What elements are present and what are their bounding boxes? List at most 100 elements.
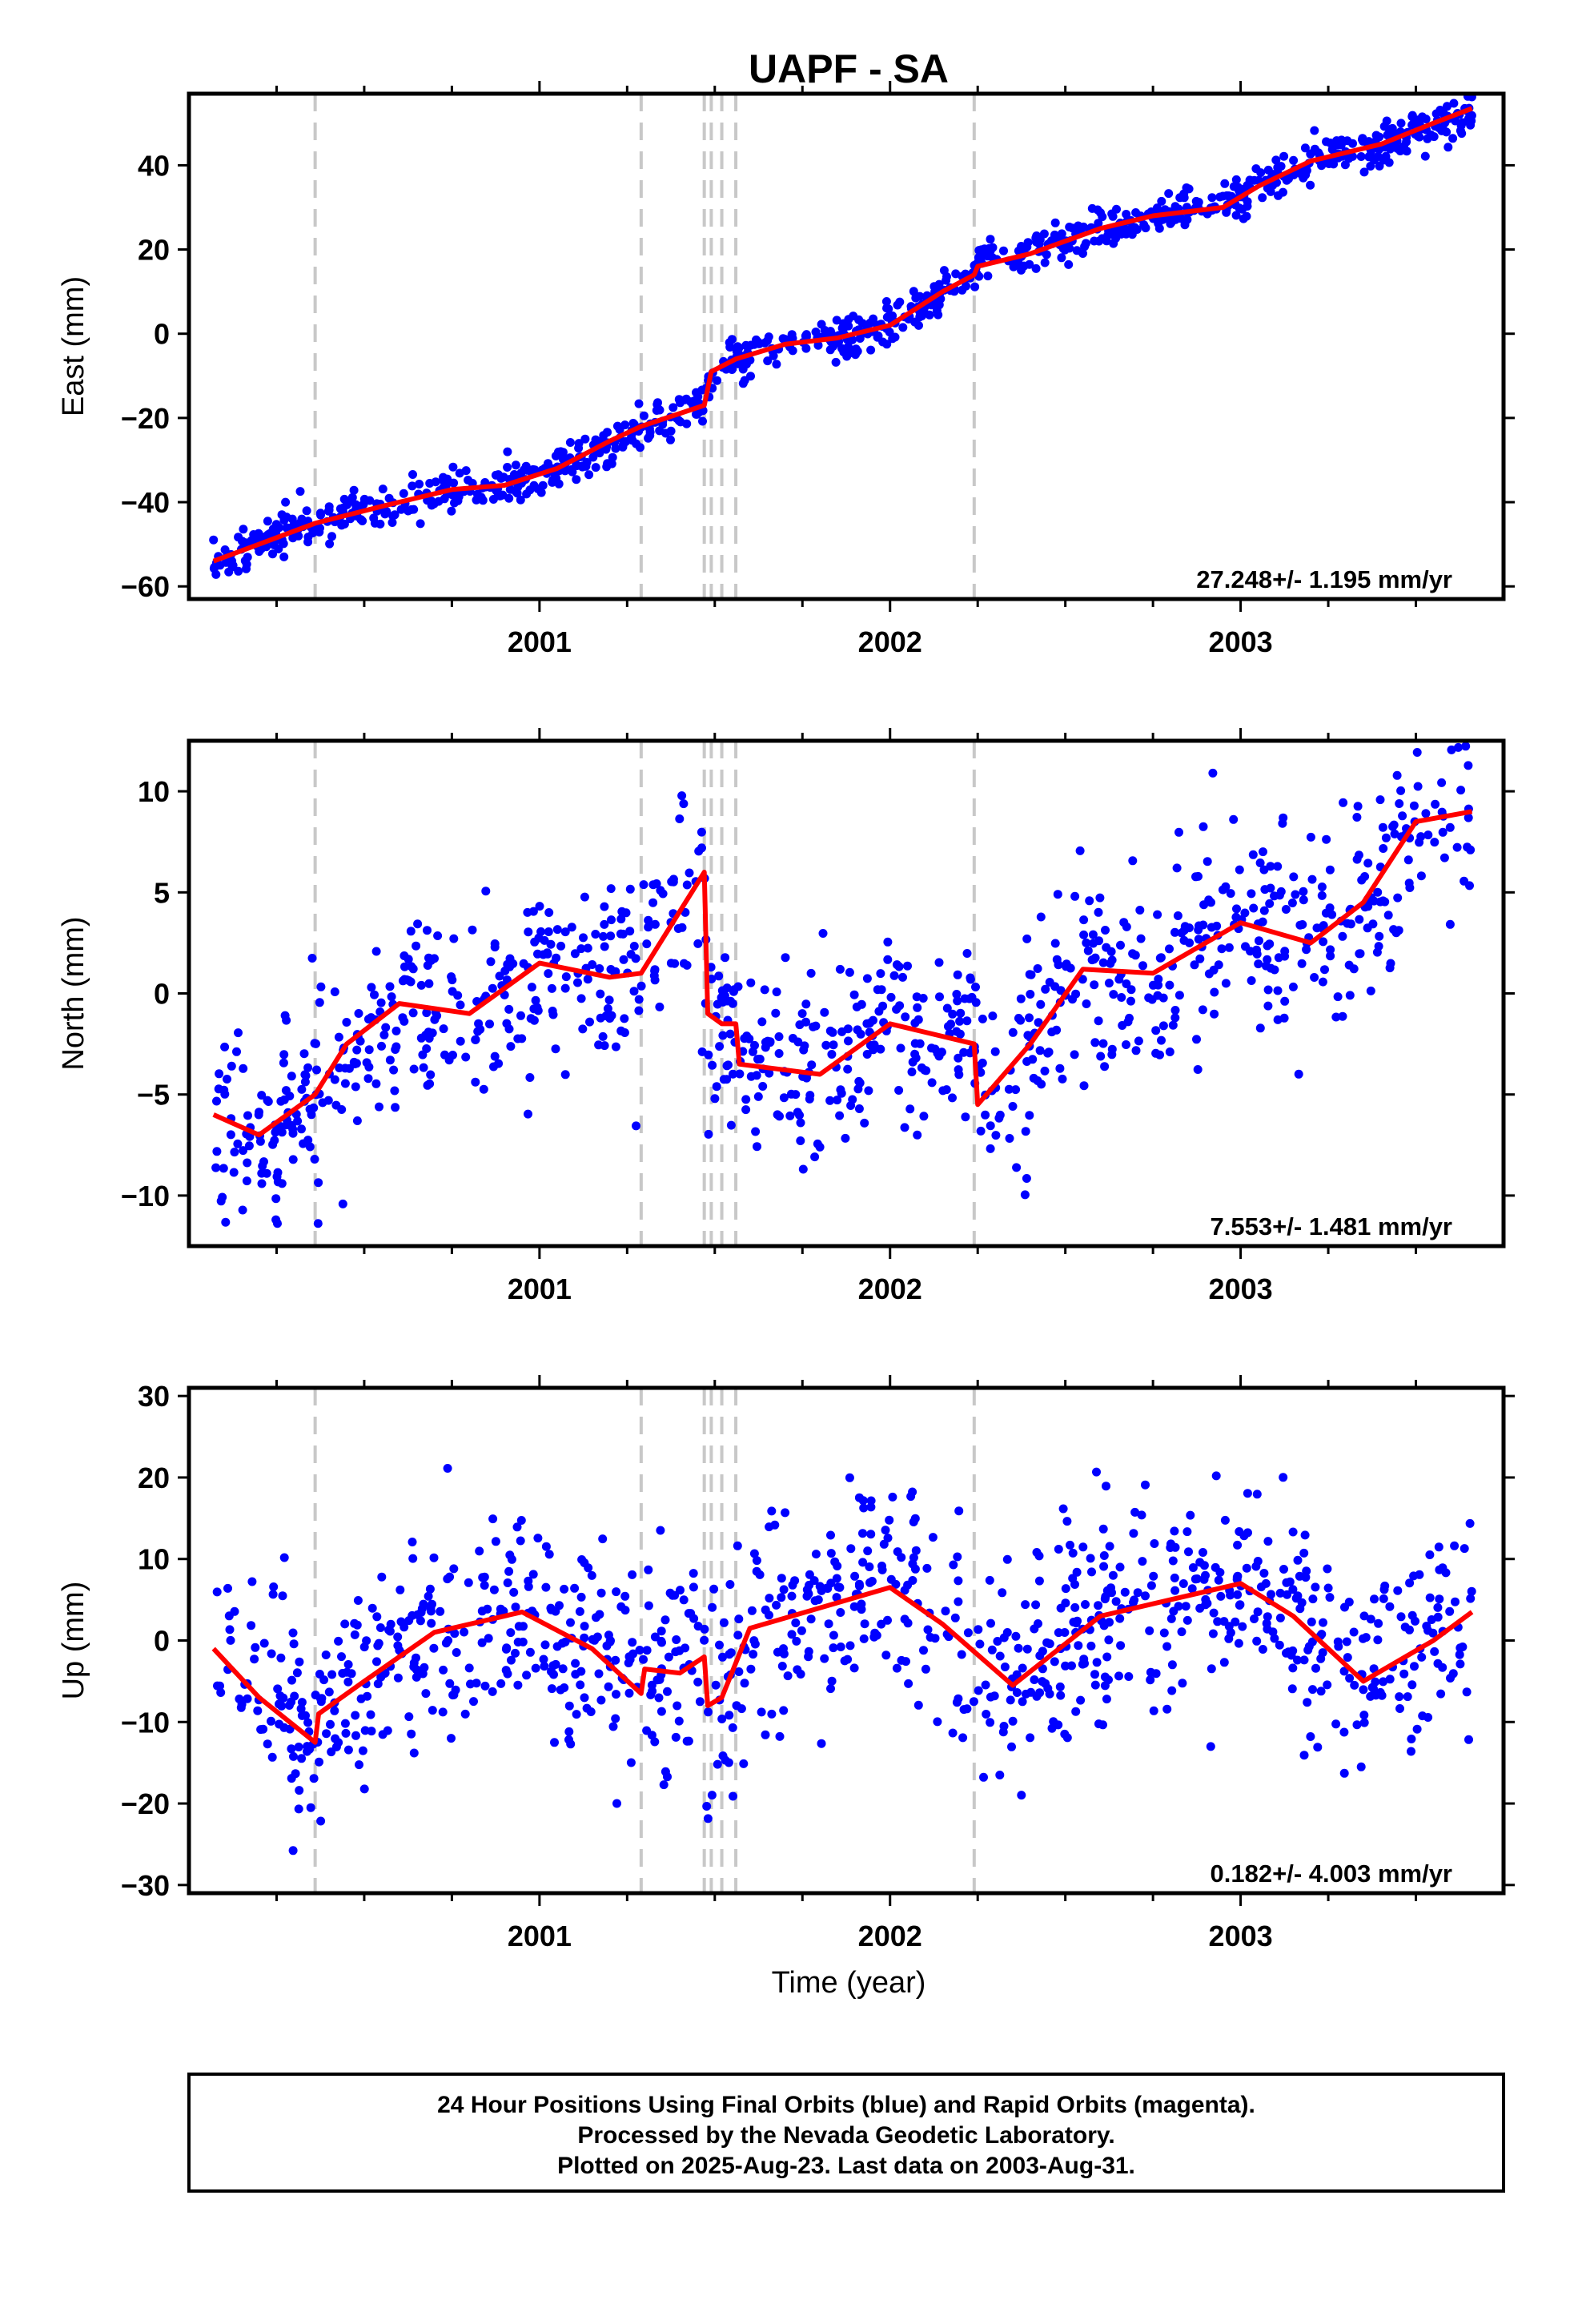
data-point — [679, 799, 689, 809]
data-point — [921, 1664, 930, 1674]
data-point — [1044, 1047, 1054, 1057]
data-point — [832, 316, 841, 325]
y-tick-label: 5 — [154, 876, 170, 909]
data-point — [1443, 102, 1452, 111]
data-point — [425, 479, 435, 488]
up-rate-label: 0.182+/- 4.003 mm/yr — [1211, 1860, 1452, 1888]
data-point — [345, 496, 355, 505]
data-point — [481, 887, 491, 896]
data-point — [1217, 944, 1227, 954]
data-point — [596, 1588, 606, 1598]
data-point — [1025, 259, 1034, 269]
data-point — [1427, 1615, 1436, 1624]
data-point — [634, 1006, 644, 1015]
data-point — [1165, 1047, 1174, 1056]
data-point — [851, 344, 861, 354]
data-point — [866, 1502, 876, 1512]
data-point — [604, 995, 614, 1005]
data-point — [715, 1640, 724, 1650]
data-point — [531, 1663, 540, 1673]
data-point — [919, 1112, 929, 1121]
data-point — [1375, 1687, 1385, 1697]
data-point — [1289, 872, 1299, 882]
data-point — [370, 518, 379, 528]
data-point — [566, 1618, 575, 1627]
data-point — [287, 1744, 296, 1754]
data-point — [712, 1082, 721, 1092]
data-point — [443, 1574, 452, 1584]
data-point — [408, 470, 417, 479]
data-point — [388, 511, 398, 521]
data-point — [923, 1625, 933, 1634]
data-point — [212, 1096, 221, 1106]
data-point — [493, 490, 503, 500]
data-point — [472, 1679, 481, 1688]
data-point — [654, 1693, 664, 1703]
data-point — [981, 1110, 990, 1120]
data-point — [993, 1637, 1002, 1646]
data-point — [698, 416, 707, 426]
data-point — [1333, 1637, 1343, 1647]
data-point — [807, 1060, 817, 1070]
data-point — [1038, 1664, 1047, 1674]
data-point — [1307, 875, 1317, 884]
data-point — [1090, 980, 1099, 990]
data-point — [1402, 147, 1411, 156]
data-point — [1149, 1571, 1158, 1581]
data-point — [617, 907, 627, 916]
data-point — [1247, 976, 1256, 985]
data-point — [1117, 993, 1126, 1002]
data-point — [543, 948, 552, 958]
data-point — [1134, 1036, 1143, 1046]
data-point — [751, 1127, 761, 1136]
data-point — [313, 1219, 323, 1228]
data-point — [516, 1536, 525, 1546]
data-point — [550, 1738, 559, 1747]
data-point — [306, 1803, 315, 1812]
data-point — [733, 1630, 743, 1640]
data-point — [324, 1687, 334, 1697]
data-point — [1389, 820, 1399, 830]
data-point — [656, 1707, 666, 1716]
data-point — [540, 1640, 550, 1650]
data-point — [682, 1736, 692, 1746]
data-point — [663, 1687, 672, 1696]
data-point — [901, 1012, 910, 1022]
data-point — [426, 1070, 436, 1080]
data-point — [1036, 999, 1046, 1009]
data-point — [499, 472, 508, 482]
data-point — [600, 919, 609, 929]
data-point — [1158, 1021, 1168, 1031]
data-point — [1170, 1573, 1179, 1582]
data-point — [1078, 1659, 1087, 1669]
data-point — [516, 1516, 526, 1525]
data-point — [601, 444, 611, 454]
data-point — [421, 1689, 431, 1699]
data-point — [1232, 1573, 1242, 1582]
data-point — [1129, 1529, 1138, 1538]
data-point — [829, 1643, 838, 1653]
data-point — [595, 964, 604, 973]
data-point — [341, 1728, 351, 1738]
data-point — [1012, 1688, 1022, 1697]
data-point — [1220, 179, 1230, 188]
data-point — [898, 323, 908, 332]
data-point — [488, 1687, 497, 1696]
data-point — [896, 1043, 905, 1053]
data-point — [211, 569, 221, 579]
data-point — [952, 990, 962, 999]
data-point — [1050, 218, 1060, 227]
data-point — [1083, 946, 1093, 955]
data-point — [223, 1075, 231, 1084]
data-point — [598, 1534, 608, 1544]
data-point — [606, 931, 616, 941]
data-point — [229, 1168, 239, 1177]
data-point — [1207, 898, 1215, 907]
data-point — [1279, 1013, 1289, 1023]
data-point — [319, 1675, 329, 1685]
data-point — [1274, 953, 1283, 963]
data-point — [661, 1615, 670, 1625]
data-point — [279, 1553, 289, 1562]
data-point — [1323, 1680, 1332, 1690]
data-point — [556, 941, 566, 951]
